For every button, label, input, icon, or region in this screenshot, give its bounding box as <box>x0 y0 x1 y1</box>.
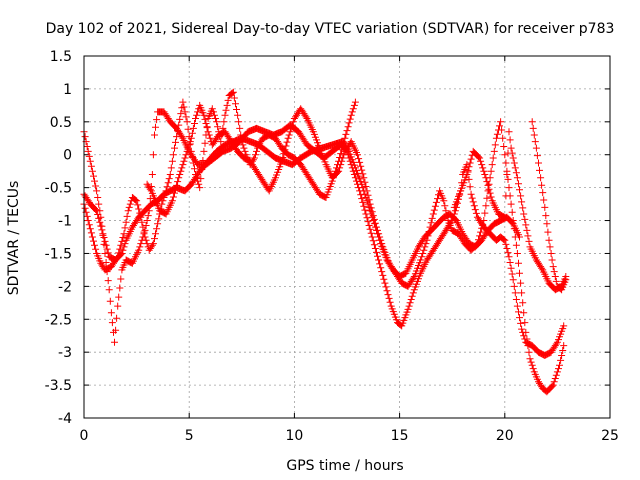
y-tick-label: -4 <box>58 411 72 427</box>
axis-ticks: 0 5 10 15 20 25 -4 -3.5 -3 -2.5 -2 -1.5 -1 -0.5 0 0.5 1 1… <box>45 49 619 444</box>
point-markers <box>450 128 570 294</box>
y-tick-label: -2.5 <box>45 312 72 328</box>
y-tick-label: 0.5 <box>50 115 72 131</box>
y-tick-label: 0 <box>63 148 72 164</box>
point-markers <box>80 88 359 274</box>
y-tick-label: -0.5 <box>45 181 72 197</box>
series-track-6 <box>528 118 570 294</box>
data-marks <box>80 88 570 396</box>
y-tick-label: -3.5 <box>45 378 72 394</box>
x-tick-label: 5 <box>185 428 194 444</box>
x-tick-label: 10 <box>285 428 303 444</box>
y-tick-label: -2 <box>58 279 72 295</box>
y-tick-label: -3 <box>58 345 72 361</box>
x-tick-label: 0 <box>80 428 89 444</box>
x-tick-label: 20 <box>496 428 514 444</box>
x-tick-label: 15 <box>391 428 409 444</box>
y-tick-label: -1.5 <box>45 246 72 262</box>
y-tick-label: 1 <box>63 82 72 98</box>
y-tick-label: -1 <box>58 214 72 230</box>
point-markers <box>528 118 570 294</box>
series-track-5 <box>450 128 570 294</box>
point-markers <box>143 101 568 396</box>
y-tick-label: 1.5 <box>50 49 72 65</box>
chart-title: Day 102 of 2021, Sidereal Day-to-day VTE… <box>46 21 615 37</box>
x-tick-label: 25 <box>601 428 619 444</box>
plot-frame <box>83 55 611 419</box>
x-axis-label: GPS time / hours <box>286 458 403 474</box>
series-track-4 <box>143 101 568 396</box>
series-track-3 <box>80 88 359 274</box>
y-axis-label: SDTVAR / TECUs <box>6 181 22 296</box>
